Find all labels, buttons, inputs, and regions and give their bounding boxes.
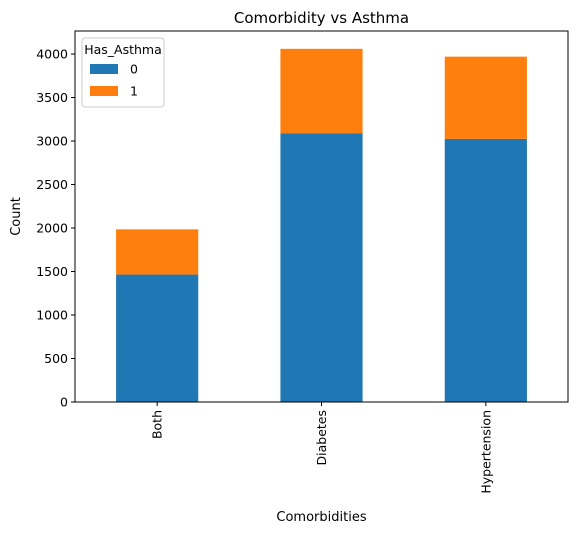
- y-tick-label: 4000: [36, 47, 68, 62]
- y-tick-label: 500: [44, 351, 68, 366]
- bar-hypertension-series-0: [444, 138, 527, 402]
- y-tick-label: 0: [60, 395, 68, 410]
- x-tick-label-both: Both: [150, 410, 165, 439]
- y-tick-label: 1000: [36, 308, 68, 323]
- bar-diabetes-series-0: [280, 133, 363, 403]
- x-axis: Both Diabetes Hypertension: [150, 402, 493, 494]
- x-tick-label-hypertension: Hypertension: [478, 410, 493, 494]
- y-tick-label: 1500: [36, 264, 68, 279]
- y-axis: 0 500 1000 1500 2000 2500 3000 3500 4000: [36, 47, 75, 410]
- legend-label-0: 0: [130, 62, 138, 77]
- legend: Has_Asthma 0 1: [81, 37, 165, 108]
- legend-swatch-0: [90, 64, 118, 74]
- y-tick-label: 3000: [36, 134, 68, 149]
- legend-title: Has_Asthma: [84, 42, 162, 57]
- plot-frame: [74, 30, 569, 403]
- y-axis-label: Count: [9, 197, 24, 236]
- bar-both-series-1: [116, 229, 199, 275]
- x-tick-label-diabetes: Diabetes: [314, 410, 329, 466]
- legend-swatch-1: [90, 86, 118, 96]
- chart-title: Comorbidity vs Asthma: [234, 9, 409, 27]
- y-tick-label: 2000: [36, 221, 68, 236]
- x-axis-label: Comorbidities: [276, 510, 366, 525]
- y-tick-label: 3500: [36, 90, 68, 105]
- legend-label-1: 1: [130, 84, 138, 99]
- bar-hypertension-series-1: [444, 56, 527, 139]
- bar-diabetes-series-1: [280, 48, 363, 134]
- y-tick-label: 2500: [36, 177, 68, 192]
- bar-both-series-0: [116, 274, 199, 402]
- bars-layer: [116, 48, 527, 403]
